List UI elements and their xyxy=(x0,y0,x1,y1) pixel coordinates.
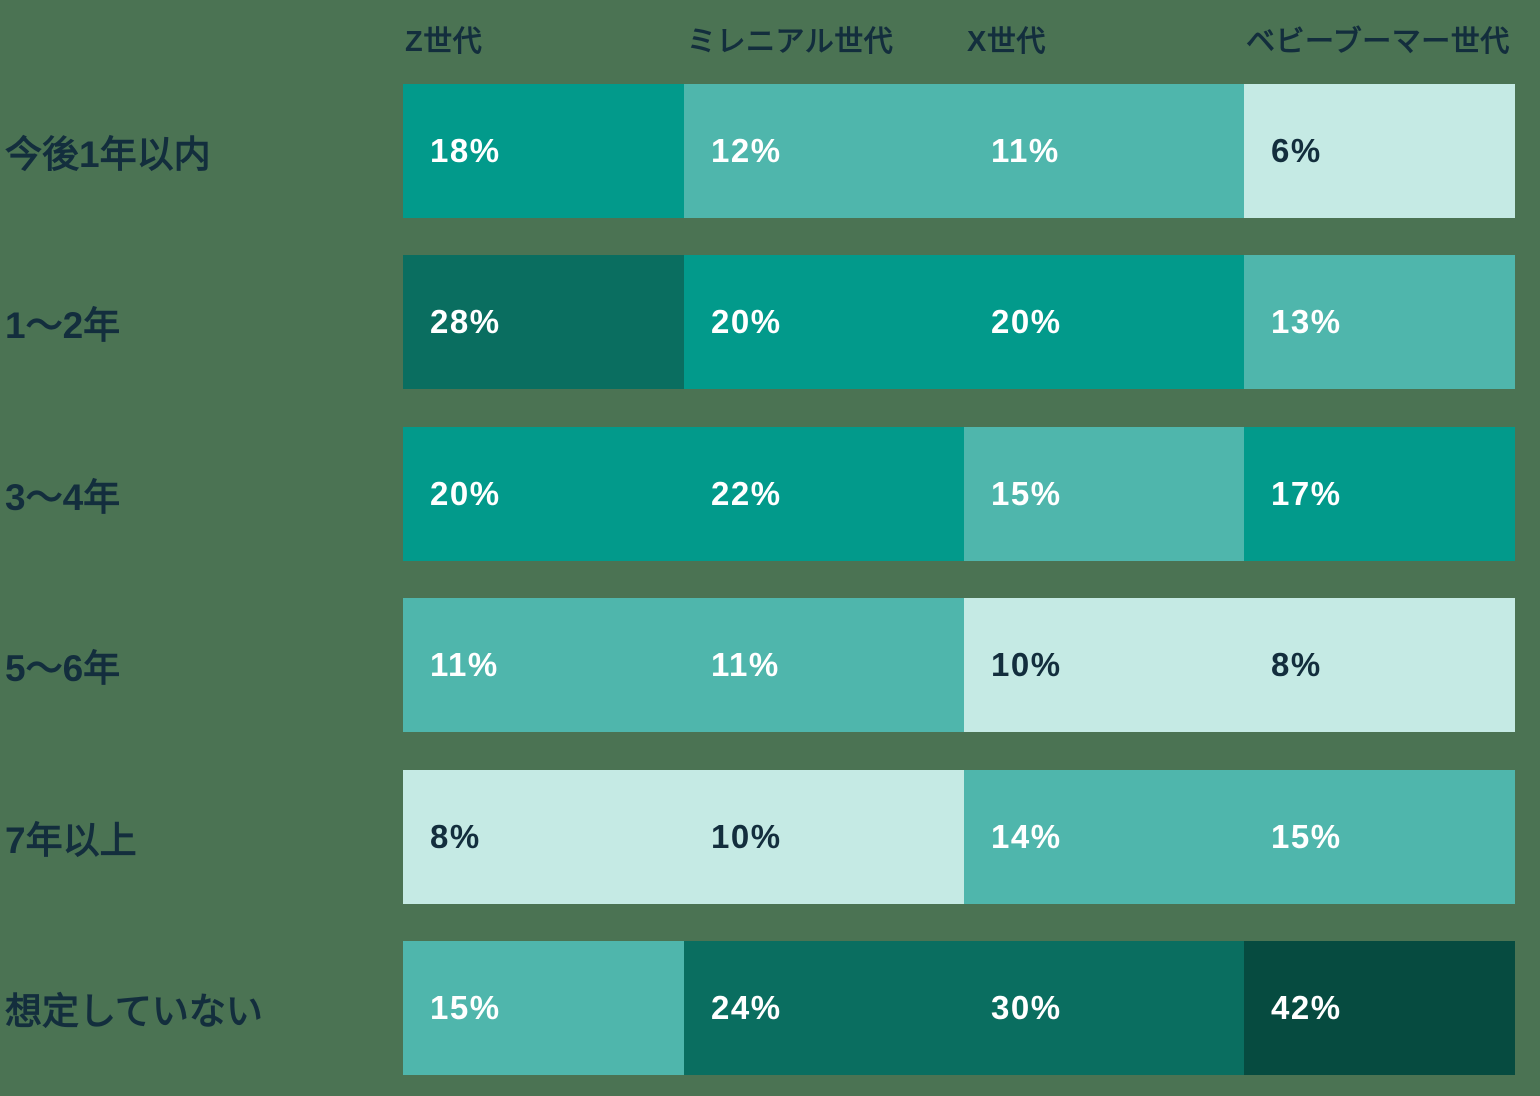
column-header: Z世代 xyxy=(405,26,483,58)
heatmap-cell: 8% xyxy=(403,770,684,904)
chart-row: 1〜2年 28% 20% 20% 13% xyxy=(0,255,1540,389)
heatmap-cell: 13% xyxy=(1244,255,1515,389)
heatmap-cell: 28% xyxy=(403,255,684,389)
chart-row: 3〜4年 20% 22% 15% 17% xyxy=(0,427,1540,561)
heatmap-cell: 12% xyxy=(684,84,964,218)
row-label: 5〜6年 xyxy=(5,648,121,689)
column-header: ミレニアル世代 xyxy=(687,26,894,58)
heatmap-cell: 15% xyxy=(403,941,684,1075)
heatmap-cell: 17% xyxy=(1244,427,1515,561)
column-header: ベビーブーマー世代 xyxy=(1246,26,1510,58)
heatmap-cell: 42% xyxy=(1244,941,1515,1075)
row-label: 1〜2年 xyxy=(5,305,121,346)
heatmap-cell: 20% xyxy=(964,255,1244,389)
row-label: 3〜4年 xyxy=(5,477,121,518)
heatmap-cell: 20% xyxy=(684,255,964,389)
heatmap-cell: 6% xyxy=(1244,84,1515,218)
row-label: 想定していない xyxy=(5,991,263,1032)
chart-row: 想定していない 15% 24% 30% 42% xyxy=(0,941,1540,1075)
heatmap-cell: 15% xyxy=(964,427,1244,561)
chart-row: 7年以上 8% 10% 14% 15% xyxy=(0,770,1540,904)
chart-row: 5〜6年 11% 11% 10% 8% xyxy=(0,598,1540,732)
chart-row: 今後1年以内 18% 12% 11% 6% xyxy=(0,84,1540,218)
heatmap-cell: 14% xyxy=(964,770,1244,904)
column-header: X世代 xyxy=(967,26,1046,58)
heatmap-cell: 11% xyxy=(964,84,1244,218)
heatmap-cell: 30% xyxy=(964,941,1244,1075)
heatmap-cell: 10% xyxy=(684,770,964,904)
heatmap-cell: 10% xyxy=(964,598,1244,732)
heatmap-cell: 8% xyxy=(1244,598,1515,732)
heatmap-cell: 15% xyxy=(1244,770,1515,904)
heatmap-cell: 11% xyxy=(684,598,964,732)
heatmap-cell: 24% xyxy=(684,941,964,1075)
row-label: 今後1年以内 xyxy=(5,134,211,175)
heatmap-cell: 20% xyxy=(403,427,684,561)
heatmap-cell: 22% xyxy=(684,427,964,561)
row-label: 7年以上 xyxy=(5,820,137,861)
heatmap-cell: 11% xyxy=(403,598,684,732)
heatmap-cell: 18% xyxy=(403,84,684,218)
